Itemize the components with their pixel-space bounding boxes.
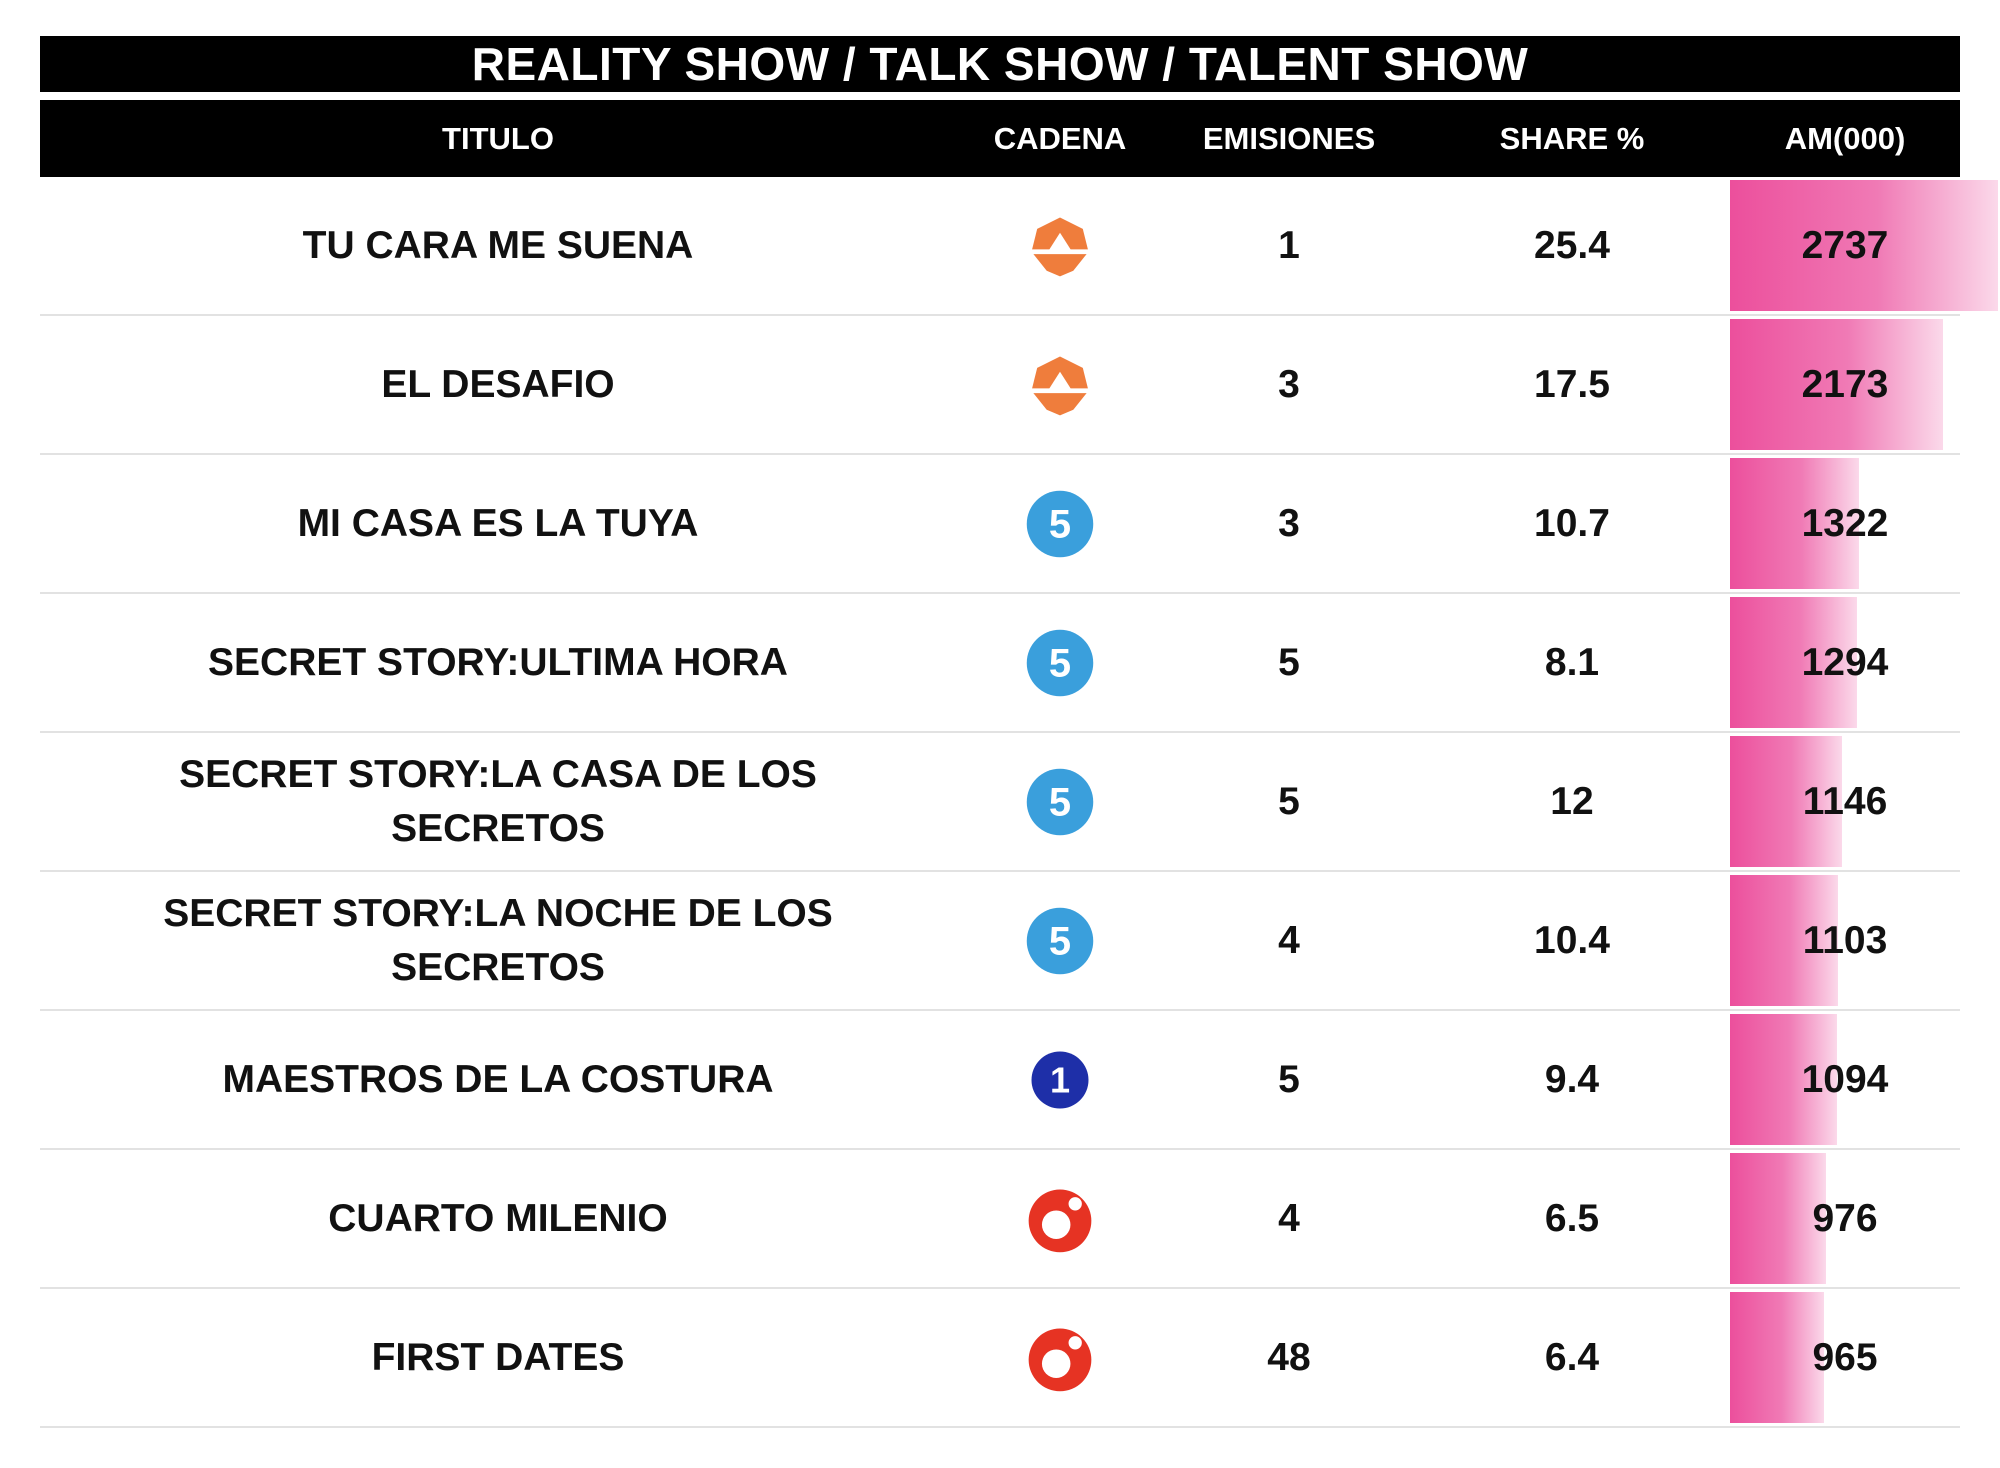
telecinco-logo-icon: 5 [1026,629,1094,696]
share-value: 25.4 [1534,223,1610,267]
share-value: 12 [1550,779,1594,823]
am-cell: 1103 [1730,872,1960,1009]
telecinco-logo-icon: 5 [1026,907,1094,974]
channel-cell: 5 [956,486,1164,562]
table-row: MI CASA ES LA TUYA 5 3 10.7 1322 [40,455,1960,594]
am-bar [1730,180,1998,311]
column-header-row: TITULO CADENA EMISIONES SHARE % AM(000) [40,100,1960,177]
am-cell: 1094 [1730,1011,1960,1148]
emissions-value: 1 [1278,223,1300,267]
am-cell: 2737 [1730,177,1998,314]
table-row: SECRET STORY:ULTIMA HORA 5 5 8.1 1294 [40,594,1960,733]
column-header-share: SHARE % [1499,120,1645,156]
svg-text:5: 5 [1049,641,1071,685]
emissions-value: 4 [1278,1196,1300,1240]
antena3-logo-icon [1029,356,1091,415]
am-bar [1730,1014,1837,1145]
am-cell: 1322 [1730,455,1960,592]
am-value: 2173 [1801,362,1889,406]
emissions-value: 5 [1278,779,1300,823]
table-row: TU CARA ME SUENA 1 25.4 2737 [40,177,1998,316]
emissions-value: 4 [1278,918,1300,962]
svg-text:5: 5 [1049,919,1071,963]
telecinco-logo-icon: 5 [1026,768,1094,835]
am-value: 976 [1812,1196,1878,1240]
program-title: SECRET STORY:LA CASA DE LOS SECRETOS [179,752,817,850]
telecinco-logo-icon: 5 [1026,490,1094,557]
am-bar [1730,597,1857,728]
channel-cell [956,1320,1164,1396]
channel-cell [956,1181,1164,1257]
share-value: 10.7 [1534,501,1610,545]
table-row: SECRET STORY:LA NOCHE DE LOS SECRETOS 5 4 1… [40,872,1960,1011]
column-header-title: TITULO [442,120,554,156]
channel-cell: 5 [956,903,1164,979]
table-title: REALITY SHOW / TALK SHOW / TALENT SHOW [40,36,1960,92]
program-title: EL DESAFIO [381,362,615,406]
channel-cell [956,208,1164,284]
cuatro-logo-icon [1028,1328,1092,1391]
am-bar [1730,319,1943,450]
table-body: TU CARA ME SUENA 1 25.4 2737 EL DESAFIO 3 17.5… [40,177,1998,1428]
channel-cell: 5 [956,764,1164,840]
program-title: MI CASA ES LA TUYA [297,501,699,545]
share-value: 17.5 [1534,362,1610,406]
share-value: 8.1 [1544,640,1600,684]
table-row: EL DESAFIO 3 17.5 2173 [40,316,1960,455]
program-title: CUARTO MILENIO [328,1196,668,1240]
column-header-emissions: EMISIONES [1202,120,1376,156]
program-title: SECRET STORY:LA NOCHE DE LOS SECRETOS [163,891,833,989]
table-row: MAESTROS DE LA COSTURA 1 5 9.4 1094 [40,1011,1960,1150]
am-cell: 965 [1730,1289,1960,1426]
column-header-channel: CADENA [993,120,1127,156]
program-title: TU CARA ME SUENA [302,223,694,267]
am-bar [1730,1153,1826,1284]
am-bar [1730,458,1859,589]
am-value: 965 [1812,1335,1878,1379]
cuatro-logo-icon [1028,1189,1092,1252]
am-value: 2737 [1801,223,1889,267]
am-bar [1730,1292,1824,1423]
emissions-value: 3 [1278,362,1300,406]
am-cell: 1146 [1730,733,1960,870]
share-value: 10.4 [1534,918,1610,962]
channel-cell: 1 [956,1042,1164,1118]
share-value: 6.4 [1544,1335,1600,1379]
share-value: 6.5 [1544,1196,1600,1240]
table-row: CUARTO MILENIO 4 6.5 976 [40,1150,1960,1289]
program-title: FIRST DATES [371,1335,625,1379]
antena3-logo-icon [1029,217,1091,276]
am-cell: 976 [1730,1150,1960,1287]
am-value: 1146 [1802,779,1888,823]
emissions-value: 48 [1267,1335,1311,1379]
svg-text:5: 5 [1049,780,1071,824]
share-value: 9.4 [1544,1057,1600,1101]
am-cell: 1294 [1730,594,1960,731]
channel-cell: 5 [956,625,1164,701]
program-title: MAESTROS DE LA COSTURA [222,1057,774,1101]
table-row: FIRST DATES 48 6.4 965 [40,1289,1960,1428]
am-cell: 2173 [1730,316,1960,453]
program-title: SECRET STORY:ULTIMA HORA [208,640,788,684]
am-value: 1322 [1801,501,1889,545]
am-value: 1094 [1801,1057,1889,1101]
ratings-table: REALITY SHOW / TALK SHOW / TALENT SHOW T… [40,36,1998,1428]
channel-cell [956,347,1164,423]
svg-text:5: 5 [1049,502,1071,546]
am-bar [1730,736,1842,867]
emissions-value: 5 [1278,1057,1300,1101]
svg-text:1: 1 [1050,1059,1070,1100]
la1-logo-icon: 1 [1031,1051,1089,1108]
emissions-value: 3 [1278,501,1300,545]
column-header-am: AM(000) [1784,120,1906,156]
am-bar [1730,875,1838,1006]
table-row: SECRET STORY:LA CASA DE LOS SECRETOS 5 5 12… [40,733,1960,872]
am-value: 1294 [1801,640,1889,684]
am-value: 1103 [1802,918,1888,962]
emissions-value: 5 [1278,640,1300,684]
